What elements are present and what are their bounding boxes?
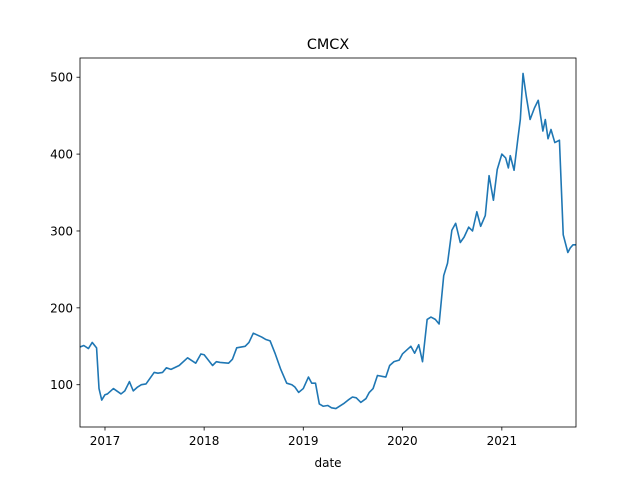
y-axis: 100 200 300 400 500 (50, 71, 80, 392)
x-tick-label: 2017 (90, 434, 121, 448)
x-tick-label: 2021 (487, 434, 518, 448)
series-line (79, 72, 576, 410)
y-tick-label: 300 (50, 224, 73, 238)
y-tick-label: 100 (50, 378, 73, 392)
x-axis-label: date (314, 456, 341, 470)
x-tick-label: 2018 (189, 434, 220, 448)
plot-series (79, 72, 576, 410)
y-tick-label: 400 (50, 148, 73, 162)
plot-frame (79, 57, 577, 428)
x-tick-label: 2019 (288, 434, 319, 448)
x-axis: 2017 2018 2019 2020 2021 (90, 427, 517, 448)
y-tick-label: 500 (50, 71, 73, 85)
chart-title: CMCX (307, 37, 350, 53)
x-tick-label: 2020 (387, 434, 418, 448)
y-tick-label: 200 (50, 301, 73, 315)
